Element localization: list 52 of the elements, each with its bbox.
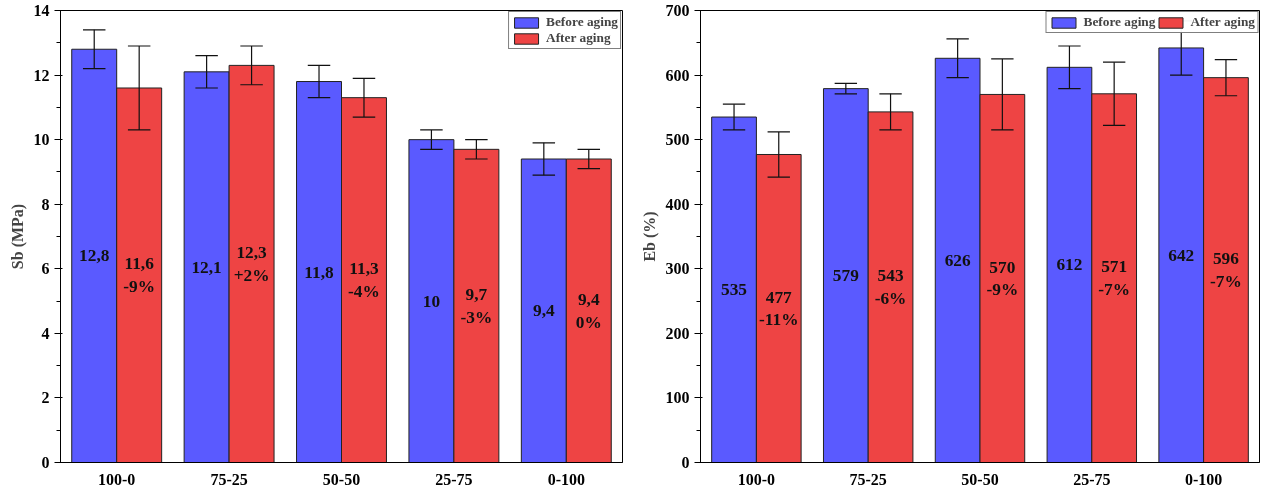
y-tick-label: 8 xyxy=(41,195,50,213)
y-tick-label: 0 xyxy=(41,454,50,471)
y-tick-label: 200 xyxy=(665,324,690,342)
data-label: 596 -7% xyxy=(1210,249,1242,291)
data-label: 10 xyxy=(422,291,441,311)
data-label: 9,4 0% xyxy=(575,289,602,332)
y-tick-label: 700 xyxy=(665,2,690,19)
data-label: 12,3 +2% xyxy=(233,243,270,285)
y-tick-label: 10 xyxy=(33,131,50,149)
x-tick-label: 0-100 xyxy=(547,470,585,488)
data-label: 579 xyxy=(832,266,860,286)
x-tick-label: 0-100 xyxy=(1184,470,1223,488)
y-tick-label: 0 xyxy=(681,454,690,471)
y-axis-title: Eb (%) xyxy=(640,211,659,262)
legend-label: Before aging xyxy=(546,14,618,30)
y-tick-label: 100 xyxy=(665,389,690,407)
data-label: 570 -9% xyxy=(986,257,1019,300)
legend-label: Before aging xyxy=(1083,14,1156,30)
y-tick-label: 4 xyxy=(41,324,50,342)
data-label: 11,8 xyxy=(304,262,335,282)
data-label: 12,8 xyxy=(79,246,110,266)
x-tick-label: 25-75 xyxy=(435,470,473,488)
y-tick-label: 500 xyxy=(665,131,690,149)
data-label: 9,7 -3% xyxy=(460,285,493,327)
y-tick-label: 300 xyxy=(665,260,690,278)
x-tick-label: 75-25 xyxy=(849,470,887,488)
y-tick-label: 600 xyxy=(665,66,690,84)
data-label: 12,1 xyxy=(191,257,222,277)
x-tick-label: 75-25 xyxy=(210,470,248,488)
data-label: 477 -11% xyxy=(759,287,799,330)
y-tick-label: 6 xyxy=(41,260,50,278)
legend-label: After aging xyxy=(546,30,611,46)
x-tick-label: 100-0 xyxy=(737,470,776,488)
y-tick-label: 2 xyxy=(41,389,50,407)
x-tick-label: 50-50 xyxy=(961,470,999,488)
data-label: 535 xyxy=(721,280,748,300)
y-axis-title: Sb (MPa) xyxy=(8,203,27,270)
y-tick-label: 14 xyxy=(33,2,50,19)
data-label: 543 -6% xyxy=(874,266,907,309)
data-label: 9,4 xyxy=(532,301,555,321)
x-tick-label: 50-50 xyxy=(322,470,361,488)
data-label: 612 xyxy=(1056,255,1083,275)
data-label: 11,3 -4% xyxy=(348,259,380,301)
data-label: 626 xyxy=(944,250,971,270)
data-label: 571 -7% xyxy=(1098,257,1131,300)
y-tick-label: 400 xyxy=(665,195,690,213)
data-label: 642 xyxy=(1168,245,1195,265)
x-tick-label: 25-75 xyxy=(1073,470,1111,488)
legend-label: After aging xyxy=(1190,14,1255,30)
data-label: 11,6 -9% xyxy=(123,254,156,297)
y-tick-label: 12 xyxy=(33,66,50,84)
x-tick-label: 100-0 xyxy=(98,470,136,488)
